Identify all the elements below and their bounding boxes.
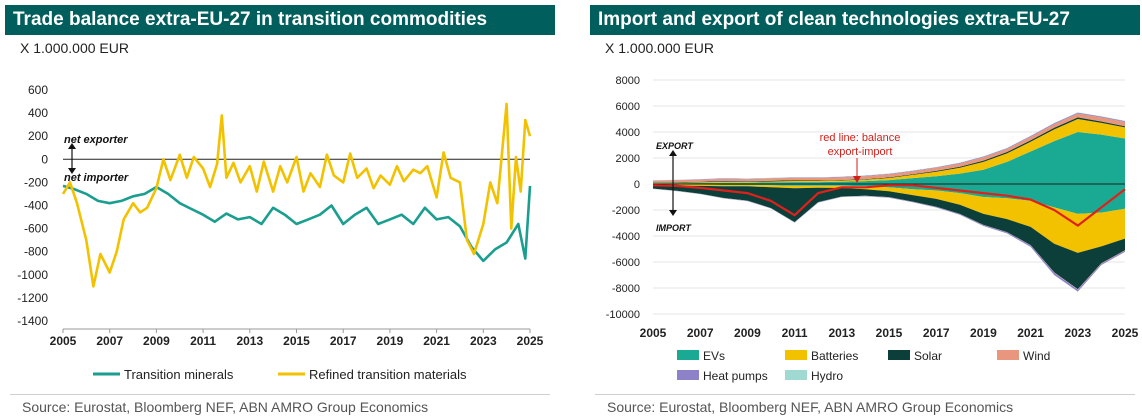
left-x-tick-label: 2025 — [517, 334, 544, 348]
balance-note-line2: export-import — [828, 146, 893, 158]
legend-swatch-1 — [785, 350, 807, 360]
left-y-tick-label: -600 — [24, 222, 48, 236]
right-y-tick-label: -6000 — [612, 257, 640, 269]
left-y-tick-label: 200 — [28, 129, 48, 143]
left-x-axis: 2005 2007 2009 2011 2013 2015 2017 2019 2021 2023… — [50, 328, 544, 348]
left-y-tick-label: -1000 — [17, 268, 48, 282]
right-balance-group — [652, 184, 1126, 227]
net-importer-label: net importer — [64, 172, 129, 184]
legend-label-3: Wind — [1023, 349, 1050, 363]
right-area-export-0 — [653, 132, 1125, 184]
legend-label-transition-minerals: Transition minerals — [124, 367, 234, 382]
right-x-tick-label: 2017 — [923, 326, 950, 340]
right-x-tick-label: 2013 — [828, 326, 855, 340]
left-line-chart: 600 400 200 0 -200 -400 -600 -800 -1000 -1200 -140… — [17, 83, 544, 382]
right-area-import-1 — [653, 184, 1125, 253]
legend-label-refined-materials: Refined transition materials — [309, 367, 467, 382]
right-x-tick-label: 2007 — [687, 326, 714, 340]
left-x-tick-label: 2017 — [330, 334, 357, 348]
left-x-tick-label: 2007 — [96, 334, 123, 348]
right-stacked-areas — [653, 112, 1125, 292]
left-series-line-0 — [62, 184, 532, 263]
left-series-group — [61, 102, 532, 288]
legend-swatch-4 — [677, 370, 699, 380]
right-area-import-0 — [653, 184, 1125, 214]
arrow-down-icon — [68, 168, 76, 174]
right-y-tick-label: 6000 — [616, 101, 640, 113]
right-x-tick-label: 2019 — [970, 326, 997, 340]
left-x-tick-label: 2005 — [50, 334, 77, 348]
export-label: EXPORT — [656, 141, 694, 151]
arrow-down-icon — [853, 176, 861, 183]
right-x-tick-label: 2023 — [1064, 326, 1091, 340]
right-chart-title: Import and export of clean technologies … — [590, 5, 1140, 35]
left-legend: Transition minerals Refined transition m… — [93, 367, 467, 382]
left-y-tick-label: -1200 — [17, 291, 48, 305]
left-x-tick-label: 2011 — [190, 334, 216, 348]
left-y-axis: 600 400 200 0 -200 -400 -600 -800 -1000 -1200 -140… — [17, 83, 48, 328]
right-x-tick-label: 2021 — [1017, 326, 1044, 340]
right-y-tick-label: 2000 — [616, 153, 640, 165]
left-series-line-1 — [61, 102, 532, 288]
right-legend: EVs Batteries Solar Wind Heat pumps Hydro — [677, 349, 1050, 383]
left-y-tick-label: -800 — [24, 245, 48, 259]
legend-label-2: Solar — [914, 349, 942, 363]
right-y-tick-label: -10000 — [606, 309, 640, 321]
right-y-axis: 8000 6000 4000 2000 0 -2000 -4000 -6000 -8000 -10… — [606, 75, 640, 321]
balance-note-line1: red line: balance — [820, 132, 901, 144]
legend-swatch-2 — [888, 350, 910, 360]
right-x-tick-label: 2009 — [734, 326, 761, 340]
left-y-tick-label: -200 — [24, 175, 48, 189]
left-x-tick-label: 2015 — [283, 334, 310, 348]
right-source-note: Source: Eurostat, Bloomberg NEF, ABN AMR… — [607, 399, 1014, 415]
arrow-up-icon — [68, 143, 76, 149]
right-x-tick-label: 2005 — [640, 326, 667, 340]
left-source-rule — [10, 394, 550, 395]
export-import-annotation: EXPORT IMPORT red line: balance export-i… — [656, 132, 900, 233]
import-label: IMPORT — [656, 223, 692, 233]
right-x-axis: 2005 2007 2009 2011 2013 2015 2017 2019 2021 2023… — [640, 326, 1139, 340]
legend-label-0: EVs — [703, 349, 725, 363]
right-y-tick-label: -8000 — [612, 283, 640, 295]
arrow-down-icon — [669, 210, 677, 216]
left-x-tick-label: 2021 — [423, 334, 450, 348]
right-y-tick-label: 8000 — [616, 75, 640, 87]
legend-label-1: Batteries — [811, 349, 858, 363]
legend-swatch-3 — [997, 350, 1019, 360]
right-x-tick-label: 2015 — [876, 326, 903, 340]
right-area-export-1 — [653, 119, 1125, 184]
right-area-import-2 — [653, 185, 1125, 290]
legend-label-4: Heat pumps — [703, 369, 768, 383]
left-x-tick-label: 2013 — [236, 334, 263, 348]
left-y-tick-label: -400 — [24, 199, 48, 213]
right-balance-line — [652, 184, 1126, 227]
left-y-tick-label: -1400 — [17, 314, 48, 328]
left-x-tick-label: 2009 — [143, 334, 170, 348]
legend-label-5: Hydro — [811, 369, 843, 383]
left-chart-title: Trade balance extra-EU-27 in transition … — [5, 5, 555, 35]
left-x-tick-label: 2019 — [377, 334, 404, 348]
right-source-rule — [595, 394, 1135, 395]
legend-swatch-0 — [677, 350, 699, 360]
right-y-tick-label: 4000 — [616, 127, 640, 139]
net-exporter-label: net exporter — [64, 134, 128, 146]
left-y-tick-label: 0 — [41, 152, 48, 166]
left-source-note: Source: Eurostat, Bloomberg NEF, ABN AMR… — [22, 399, 429, 415]
right-area-chart: 8000 6000 4000 2000 0 -2000 -4000 -6000 -8000 -10… — [606, 75, 1139, 383]
left-unit-label: X 1.000.000 EUR — [20, 40, 129, 56]
net-annotation: net exporter net importer — [64, 134, 129, 184]
legend-swatch-5 — [785, 370, 807, 380]
right-y-tick-label: -2000 — [612, 205, 640, 217]
left-x-tick-label: 2023 — [470, 334, 497, 348]
right-x-tick-label: 2011 — [782, 326, 808, 340]
right-unit-label: X 1.000.000 EUR — [605, 40, 714, 56]
arrow-up-icon — [669, 150, 677, 156]
left-y-tick-label: 400 — [28, 106, 48, 120]
right-x-tick-label: 2025 — [1112, 326, 1139, 340]
right-y-tick-label: 0 — [634, 179, 640, 191]
right-y-tick-label: -4000 — [612, 231, 640, 243]
left-y-tick-label: 600 — [28, 83, 48, 97]
